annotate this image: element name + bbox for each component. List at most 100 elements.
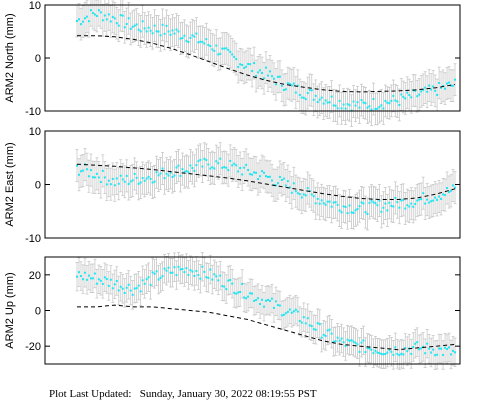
observation-point [326,101,329,104]
observation-point [101,169,104,172]
observation-point [237,65,240,68]
observation-point [452,349,455,352]
observation-point [207,163,210,166]
observation-point [221,285,224,288]
observation-point [193,169,196,172]
observation-point [336,107,339,110]
observation-point [255,299,258,302]
observation-point [103,14,106,17]
observation-point [274,300,277,303]
observation-point [448,81,451,84]
observation-point [77,18,80,21]
observation-point [259,175,262,178]
observation-point [129,289,132,292]
observation-point [292,82,295,85]
observation-point [340,211,343,214]
observation-point [189,36,192,39]
observation-point [167,266,170,269]
observation-point [79,23,82,26]
observation-point [418,348,421,351]
observation-point [119,285,122,288]
observation-point [225,288,228,291]
observation-point [115,22,118,25]
observation-point [452,184,455,187]
observation-point [346,338,349,341]
observation-point [187,273,190,276]
observation-point [294,91,297,94]
observation-point [300,196,303,199]
observation-point [129,27,132,30]
observation-point [318,202,321,205]
observation-point [288,186,291,189]
observation-point [394,196,397,199]
observation-point [314,202,317,205]
observation-point [125,286,128,289]
observation-point [428,347,431,350]
observation-point [237,291,240,294]
observation-point [394,346,397,349]
observation-point [298,93,301,96]
y-tick-label: 10 [29,126,41,138]
observation-point [338,209,341,212]
observation-point [217,279,220,282]
observation-point [378,199,381,202]
observation-point [99,11,102,14]
observation-point [370,108,373,111]
observation-point [155,30,158,33]
observation-point [245,163,248,166]
observation-point [306,187,309,190]
observation-point [111,287,114,290]
observation-point [276,182,279,185]
observation-point [454,351,456,354]
observation-point [211,48,214,51]
observation-point [187,171,190,174]
observation-point [432,348,435,351]
observation-point [263,77,266,80]
observation-point [362,339,365,342]
observation-point [155,270,158,273]
footer-timestamp: Sunday, January 30, 2022 08:19:55 PST [139,388,317,400]
observation-point [159,172,162,175]
observation-point [195,164,198,167]
observation-point [149,177,152,180]
observation-point [151,181,154,184]
observation-point [280,314,283,317]
observation-point [388,102,391,105]
observation-point [308,88,311,91]
observation-point [245,65,248,68]
observation-point [400,199,403,202]
observation-point [342,205,345,208]
observation-point [249,173,252,176]
observation-point [350,211,353,214]
observation-point [127,182,130,185]
observation-point [93,13,96,16]
observation-point [159,34,162,37]
observation-point [356,101,359,104]
observation-point [376,351,379,354]
observation-point [153,272,156,275]
observation-point [450,353,453,356]
observation-point [404,97,407,100]
observation-point [233,55,236,58]
observation-point [380,104,383,107]
observation-point [105,18,108,21]
y-tick-label: 0 [35,306,41,318]
observation-point [81,278,84,281]
observation-point [107,13,110,16]
observation-point [422,192,425,195]
observation-point [386,351,389,354]
observation-point [316,322,319,325]
observation-point [452,84,455,87]
observation-point [205,276,208,279]
observation-point [253,299,256,302]
observation-point [131,179,134,182]
y-tick-label: 10 [29,0,41,12]
observation-point [231,282,234,285]
observation-point [76,164,78,167]
observation-point [117,24,120,27]
observation-point [296,192,299,195]
observation-point [364,211,367,214]
observation-point [328,200,331,203]
observation-point [235,292,238,295]
observation-point [83,271,86,274]
